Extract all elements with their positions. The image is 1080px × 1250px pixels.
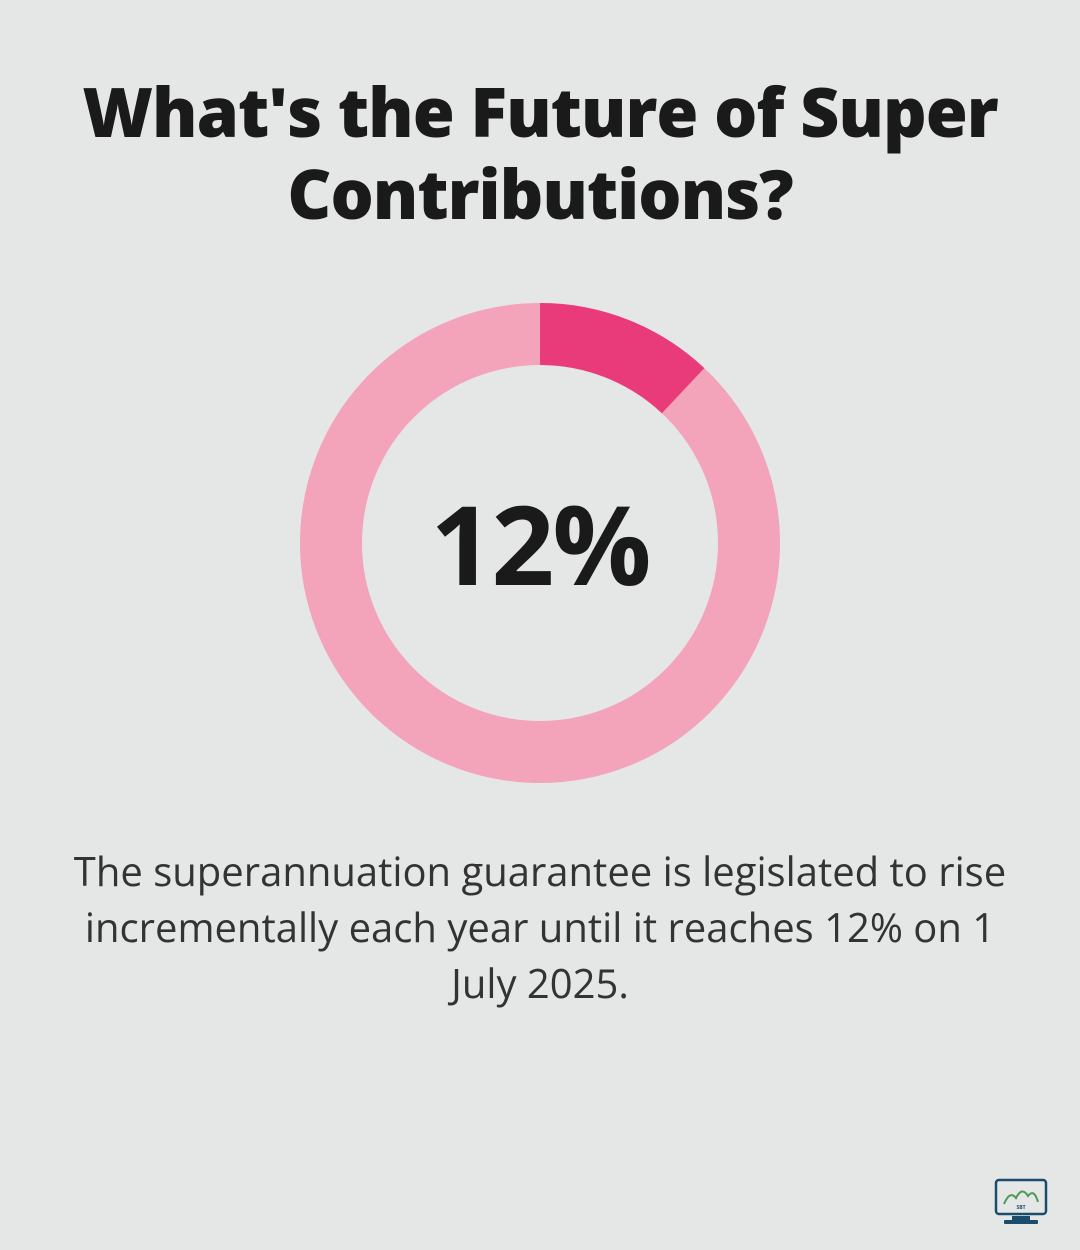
body-description: The superannuation guarantee is legislat…	[60, 843, 1020, 1011]
donut-center-value: 12%	[431, 468, 650, 618]
monitor-svg: SBT	[992, 1176, 1050, 1226]
donut-chart: 12%	[300, 303, 780, 783]
page-title: What's the Future of Super Contributions…	[60, 70, 1020, 233]
svg-text:SBT: SBT	[1016, 1205, 1025, 1211]
infographic-container: What's the Future of Super Contributions…	[0, 0, 1080, 1250]
monitor-icon: SBT	[992, 1176, 1050, 1226]
